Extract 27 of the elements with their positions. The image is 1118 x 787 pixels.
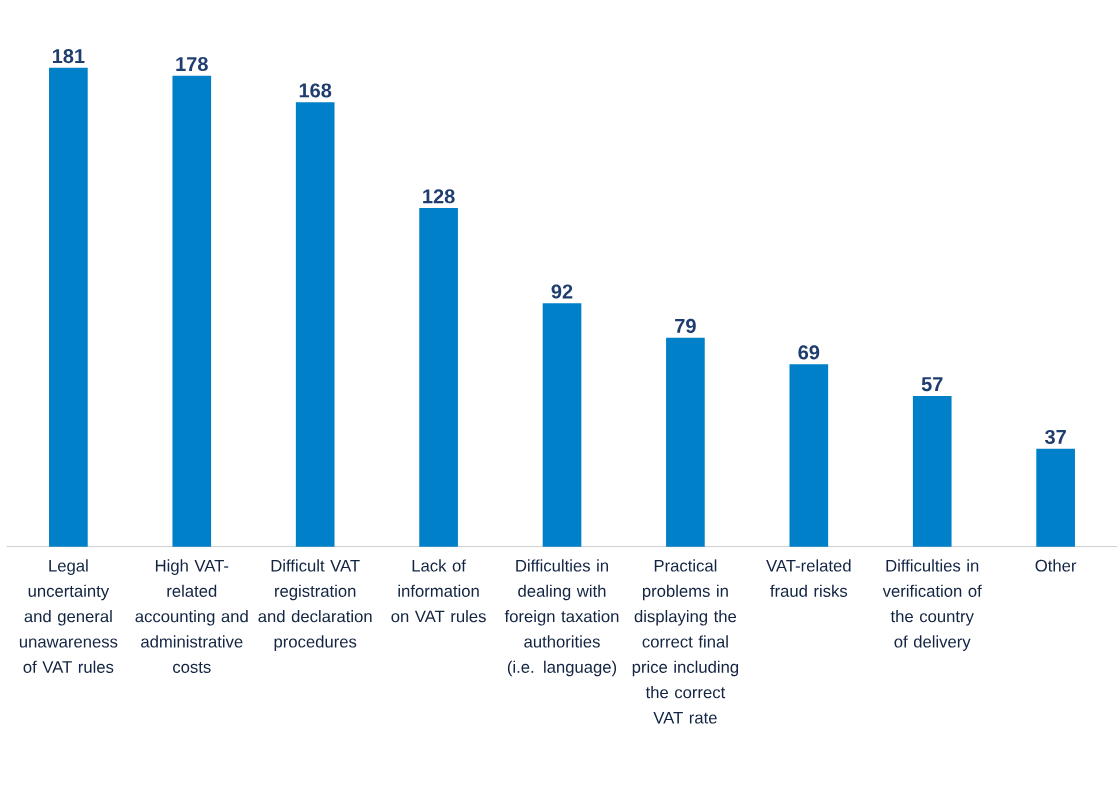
data-label: 37 <box>1044 430 1066 445</box>
bar <box>789 364 829 547</box>
x-tick-label: Difficulties in verification of the country of delivery <box>882 559 982 652</box>
data-label: 79 <box>675 318 696 334</box>
data-label: 178 <box>176 57 208 72</box>
x-tick-label: Lack of information on VAT rules <box>391 559 486 623</box>
x-tick-label: Other <box>1035 559 1077 572</box>
x-tick-label: Difficult VAT registration and declaration procedures <box>258 559 372 652</box>
x-tick-label: High VAT-related accounting and administrative costs <box>135 559 248 674</box>
data-label: 128 <box>423 189 455 204</box>
bar <box>172 75 212 547</box>
x-tick-label: Practical problems in displaying the correct final price including the correct VAT rate <box>632 559 739 724</box>
data-label: 69 <box>798 345 820 360</box>
bar <box>912 396 952 547</box>
bar <box>1036 448 1075 547</box>
bar <box>295 102 335 547</box>
x-tick-label: Legal uncertainty and general unawareness of VAT rules <box>19 559 118 674</box>
bar <box>419 208 458 547</box>
x-tick-label: Difficulties in dealing with foreign taxation authorities (i.e. language) <box>504 559 619 677</box>
data-label: 92 <box>551 284 573 299</box>
data-label: 168 <box>299 83 332 98</box>
x-tick-label: VAT-related fraud risks <box>766 559 851 598</box>
bar <box>542 303 582 547</box>
bar <box>49 68 88 547</box>
data-label: 57 <box>921 377 943 392</box>
data-label: 181 <box>52 49 85 64</box>
bar <box>666 337 705 547</box>
